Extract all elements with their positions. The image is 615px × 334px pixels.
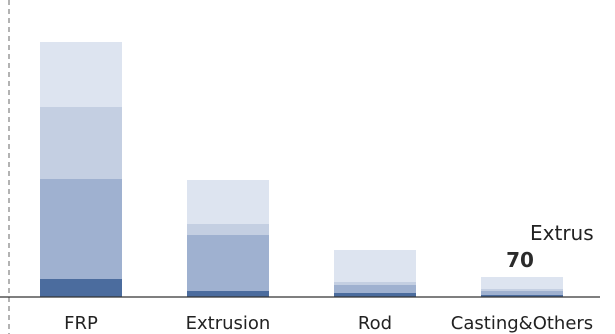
bar-segment-2-1 (187, 291, 269, 297)
bar-segment-1-2 (40, 179, 122, 279)
bar-segment-4-3 (481, 289, 563, 291)
bar-segment-1-3 (40, 107, 122, 179)
x-tick-labels: FRP Extrusion Rod Casting&Others (64, 313, 593, 334)
data-labels: 70 (506, 248, 534, 272)
bar-segment-4-2 (481, 291, 563, 295)
bar-segment-3-1 (334, 293, 416, 297)
data-label: 70 (506, 248, 534, 272)
bar-segment-1-4 (40, 42, 122, 107)
bar-segment-3-4 (334, 250, 416, 282)
x-tick-label: Rod (358, 313, 392, 334)
x-tick-label: Casting&Others (451, 313, 593, 334)
bar-segment-4-1 (481, 295, 563, 297)
x-tick-label: Extrusion (186, 313, 271, 334)
chart-annotation: Extrus (530, 221, 594, 245)
bar-segment-3-3 (334, 282, 416, 285)
bar-segment-4-4 (481, 277, 563, 289)
bars-group (40, 42, 563, 297)
x-tick-label: FRP (64, 313, 98, 334)
bar-segment-3-2 (334, 285, 416, 293)
bar-segment-2-4 (187, 180, 269, 224)
bar-segment-2-2 (187, 235, 269, 291)
bar-segment-1-1 (40, 279, 122, 297)
bar-segment-2-3 (187, 224, 269, 235)
